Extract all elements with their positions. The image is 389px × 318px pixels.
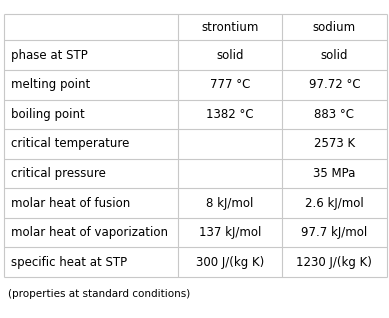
Text: molar heat of vaporization: molar heat of vaporization (11, 226, 168, 239)
Text: melting point: melting point (11, 78, 90, 91)
Text: 1230 J/(kg K): 1230 J/(kg K) (296, 256, 372, 269)
Text: 2.6 kJ/mol: 2.6 kJ/mol (305, 197, 364, 210)
Text: solid: solid (216, 49, 244, 62)
Text: 2573 K: 2573 K (314, 137, 355, 150)
Text: specific heat at STP: specific heat at STP (11, 256, 127, 269)
Text: 883 °C: 883 °C (314, 108, 354, 121)
Text: 1382 °C: 1382 °C (206, 108, 254, 121)
Text: critical temperature: critical temperature (11, 137, 129, 150)
Text: 97.7 kJ/mol: 97.7 kJ/mol (301, 226, 368, 239)
Text: boiling point: boiling point (11, 108, 85, 121)
Text: 97.72 °C: 97.72 °C (308, 78, 360, 91)
Text: 8 kJ/mol: 8 kJ/mol (206, 197, 254, 210)
Text: phase at STP: phase at STP (11, 49, 88, 62)
Text: molar heat of fusion: molar heat of fusion (11, 197, 130, 210)
Text: 35 MPa: 35 MPa (313, 167, 356, 180)
Text: critical pressure: critical pressure (11, 167, 106, 180)
Text: 300 J/(kg K): 300 J/(kg K) (196, 256, 264, 269)
Text: strontium: strontium (201, 21, 259, 34)
Text: (properties at standard conditions): (properties at standard conditions) (8, 289, 190, 299)
Text: 777 °C: 777 °C (210, 78, 250, 91)
Text: sodium: sodium (313, 21, 356, 34)
Text: 137 kJ/mol: 137 kJ/mol (199, 226, 261, 239)
Text: solid: solid (321, 49, 348, 62)
